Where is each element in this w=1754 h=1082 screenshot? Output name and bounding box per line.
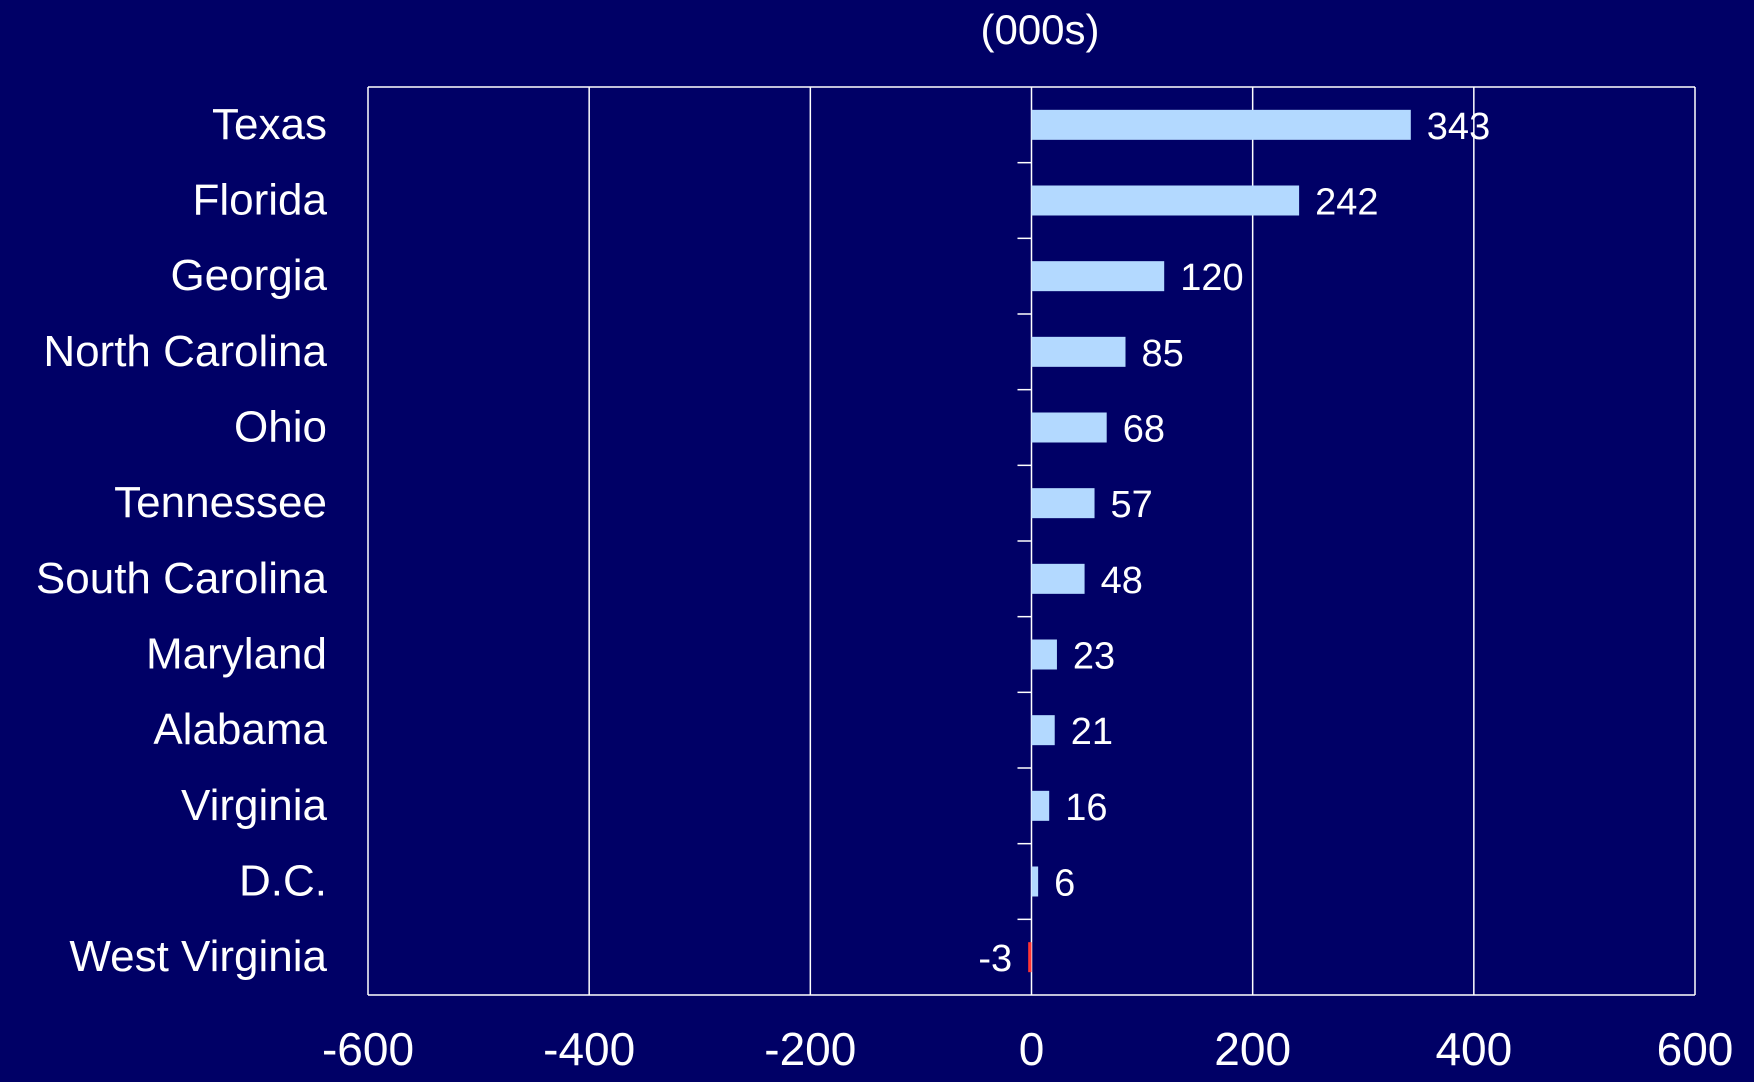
data-label: 57	[1111, 484, 1153, 526]
data-label: 48	[1101, 560, 1143, 602]
data-label: 120	[1180, 257, 1243, 299]
data-label: 16	[1065, 787, 1107, 829]
category-label: Maryland	[146, 630, 327, 679]
category-label: Virginia	[181, 781, 327, 830]
bar	[1031, 563, 1085, 594]
bar	[1031, 261, 1165, 292]
category-label: Georgia	[170, 251, 327, 300]
category-label: Tennessee	[114, 478, 327, 527]
data-label: 343	[1427, 106, 1490, 148]
bar	[1031, 790, 1050, 821]
category-label: Texas	[212, 100, 327, 149]
x-tick-label: 600	[1657, 1023, 1734, 1075]
bar	[1031, 185, 1300, 216]
x-tick-label: 0	[1019, 1023, 1045, 1075]
x-tick-label: 400	[1435, 1023, 1512, 1075]
bar	[1031, 109, 1411, 140]
category-label: Florida	[193, 176, 328, 225]
data-label: 6	[1054, 863, 1075, 905]
category-label: Ohio	[234, 403, 327, 452]
bar	[1031, 488, 1095, 519]
data-label: 21	[1071, 711, 1113, 753]
bar	[1031, 336, 1126, 367]
bar	[1031, 715, 1055, 746]
bar	[1031, 866, 1039, 897]
bar	[1031, 639, 1057, 670]
data-label: 85	[1141, 333, 1183, 375]
bar	[1031, 412, 1107, 443]
data-label: 68	[1123, 409, 1165, 451]
x-tick-label: -600	[322, 1023, 414, 1075]
category-label: D.C.	[239, 857, 327, 906]
category-label: South Carolina	[36, 554, 328, 603]
category-label: Alabama	[153, 705, 327, 754]
x-tick-label: -200	[764, 1023, 856, 1075]
data-label: 23	[1073, 636, 1115, 678]
category-label: West Virginia	[69, 932, 327, 981]
category-label: North Carolina	[43, 327, 327, 376]
data-label: -3	[978, 938, 1012, 980]
bar	[1028, 942, 1032, 973]
data-label: 242	[1315, 182, 1378, 224]
x-tick-label: 200	[1214, 1023, 1291, 1075]
x-tick-label: -400	[543, 1023, 635, 1075]
chart-subtitle: (000s)	[980, 6, 1100, 53]
